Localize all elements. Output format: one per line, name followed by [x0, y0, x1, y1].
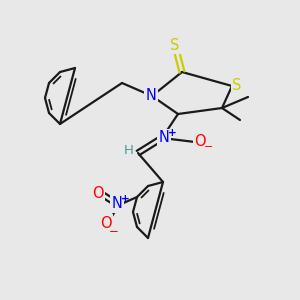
Text: O: O [100, 215, 112, 230]
Text: +: + [168, 128, 176, 138]
Text: N: N [112, 196, 122, 211]
Text: S: S [232, 77, 242, 92]
Text: −: − [109, 224, 119, 238]
Text: N: N [146, 88, 156, 103]
Text: N: N [159, 130, 170, 146]
Text: O: O [92, 187, 104, 202]
Text: H: H [124, 145, 134, 158]
Text: O: O [194, 134, 206, 148]
Text: S: S [170, 38, 180, 52]
Text: −: − [204, 142, 214, 152]
Text: +: + [121, 194, 129, 204]
